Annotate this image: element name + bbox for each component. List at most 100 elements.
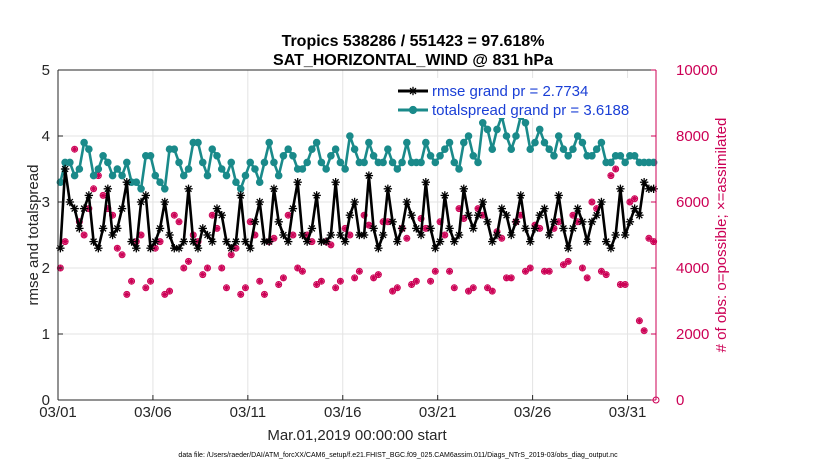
totalspread-point [94, 165, 103, 173]
legend-label-rmse: rmse grand pr = 2.7734 [432, 83, 588, 100]
obs-possible-point [237, 290, 245, 298]
obs-possible-point [256, 277, 264, 285]
obs-assimilated-point [62, 239, 68, 245]
obs-possible-point [645, 234, 653, 242]
obs-assimilated-point [579, 265, 586, 271]
obs-assimilated-point [166, 288, 173, 294]
totalspread-point [597, 138, 606, 147]
y-right-tick-label: 10000 [676, 62, 718, 79]
totalspread-point [459, 138, 468, 147]
rmse-point [321, 237, 331, 246]
obs-assimilated-point [119, 252, 125, 258]
rmse-point [563, 244, 573, 253]
rmse-point [378, 230, 388, 240]
rmse-point [416, 230, 426, 240]
obs-possible-point [298, 267, 306, 275]
obs-possible-point [389, 287, 397, 295]
obs-possible-point [71, 145, 79, 153]
obs-assimilated-point [299, 268, 306, 274]
obs-assimilated-point [617, 281, 624, 288]
totalspread-point [336, 158, 345, 167]
rmse-point [454, 230, 464, 240]
rmse-point [393, 237, 402, 246]
obs-possible-point [370, 274, 378, 282]
obs-assimilated-point [81, 232, 87, 238]
obs-possible-point [327, 241, 335, 249]
rmse-point [582, 237, 592, 246]
totalspread-point [564, 152, 572, 160]
chart-subtitle: SAT_HORIZONTAL_WIND @ 831 hPa [273, 52, 553, 69]
obs-assimilated-point [408, 281, 415, 288]
rmse-point [464, 211, 473, 220]
obs-assimilated-point [546, 268, 552, 274]
obs-possible-point [175, 218, 183, 226]
obs-assimilated-point [143, 285, 149, 291]
obs-possible-point [588, 198, 596, 206]
obs-assimilated-point [242, 285, 249, 291]
totalspread-point [232, 178, 240, 186]
obs-possible-point [374, 271, 382, 279]
totalspread-point [464, 132, 473, 140]
obs-assimilated-point [347, 232, 353, 238]
totalspread-point [545, 145, 554, 153]
obs-possible-point [351, 274, 359, 282]
rmse-point [540, 204, 549, 213]
rmse-point [431, 244, 440, 253]
obs-assimilated-point [209, 212, 215, 218]
obs-possible-point [313, 281, 321, 288]
totalspread-point [393, 165, 402, 173]
obs-assimilated-point [527, 265, 533, 271]
obs-count-markers [56, 145, 660, 404]
rmse-point [649, 184, 658, 193]
totalspread-point [426, 152, 435, 160]
legend: rmse grand pr = 2.7734 totalspread grand… [392, 78, 654, 119]
totalspread-point [312, 138, 321, 147]
y-right-tick-label: 0 [676, 392, 684, 409]
rmse-point [331, 178, 340, 187]
y-tick-label: 3 [42, 194, 50, 211]
totalspread-point [554, 132, 563, 140]
obs-possible-point [484, 284, 492, 292]
obs-assimilated-point [295, 265, 301, 271]
obs-possible-point [180, 264, 188, 272]
obs-assimilated-point [508, 275, 514, 281]
obs-assimilated-point [499, 235, 505, 241]
obs-assimilated-point [223, 285, 230, 291]
obs-assimilated-point [636, 318, 642, 324]
totalspread-point [327, 152, 335, 160]
obs-possible-point [612, 165, 620, 173]
obs-assimilated-point [285, 212, 291, 218]
rmse-point [511, 217, 521, 226]
totalspread-point [441, 145, 449, 153]
obs-possible-point [166, 287, 174, 295]
totalspread-point [75, 165, 84, 173]
rmse-point [412, 224, 421, 233]
rmse-point [189, 237, 198, 246]
y-right-tick-label: 8000 [676, 128, 709, 145]
rmse-point [184, 184, 193, 193]
totalspread-point [369, 152, 378, 160]
obs-possible-point [142, 284, 150, 292]
obs-assimilated-point [152, 245, 158, 251]
obs-possible-point [360, 211, 368, 219]
totalspread-point [308, 145, 316, 153]
rmse-point [174, 244, 184, 253]
totalspread-point [194, 138, 202, 147]
obs-possible-point [431, 267, 439, 275]
obs-possible-point [355, 267, 363, 275]
rmse-point [94, 244, 103, 253]
obs-assimilated-point [646, 235, 652, 241]
rmse-point [597, 197, 606, 207]
rmse-point [554, 191, 563, 200]
rmse-point [141, 191, 151, 200]
rmse-point [516, 191, 525, 200]
obs-assimilated-point [641, 328, 647, 334]
rmse-point [222, 237, 231, 246]
totalspread-point [89, 171, 98, 180]
y-axis-ticks: 0 1 2 3 4 5 [42, 62, 63, 409]
rmse-point [340, 237, 350, 246]
obs-possible-point [498, 234, 506, 242]
totalspread-point [108, 171, 117, 180]
totalspread-point [649, 158, 658, 167]
